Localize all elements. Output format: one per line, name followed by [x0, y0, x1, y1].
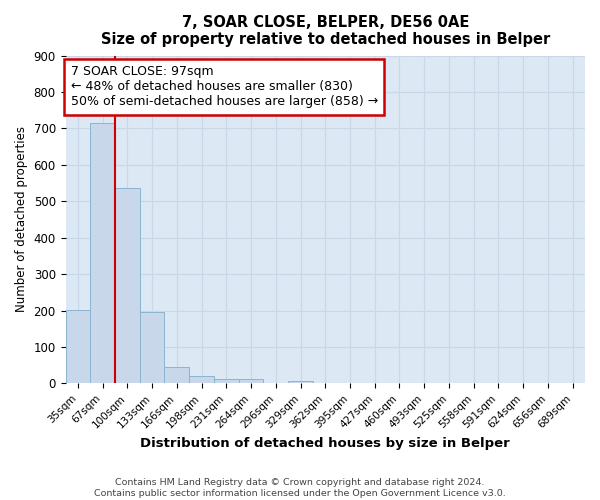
Bar: [239, 380, 263, 384]
Bar: [214, 379, 239, 384]
Bar: [164, 366, 189, 384]
Bar: [140, 312, 164, 384]
Y-axis label: Number of detached properties: Number of detached properties: [15, 126, 28, 312]
X-axis label: Distribution of detached houses by size in Belper: Distribution of detached houses by size …: [140, 437, 510, 450]
Bar: [189, 376, 214, 384]
Bar: [90, 124, 115, 384]
Bar: [115, 188, 140, 384]
Text: Contains HM Land Registry data © Crown copyright and database right 2024.
Contai: Contains HM Land Registry data © Crown c…: [94, 478, 506, 498]
Title: 7, SOAR CLOSE, BELPER, DE56 0AE
Size of property relative to detached houses in : 7, SOAR CLOSE, BELPER, DE56 0AE Size of …: [101, 15, 550, 48]
Bar: [288, 380, 313, 384]
Text: 7 SOAR CLOSE: 97sqm
← 48% of detached houses are smaller (830)
50% of semi-detac: 7 SOAR CLOSE: 97sqm ← 48% of detached ho…: [71, 66, 378, 108]
Bar: [65, 310, 90, 384]
